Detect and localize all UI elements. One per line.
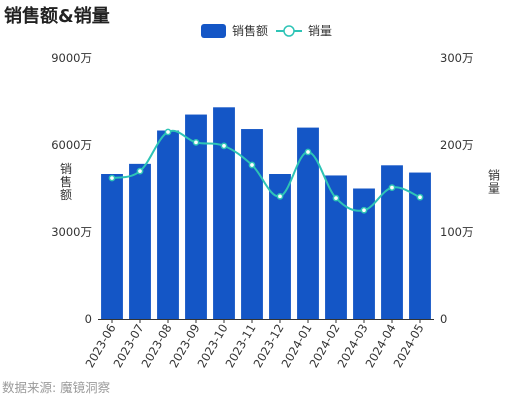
bar-sales (213, 107, 235, 319)
line-point-volume (192, 139, 200, 146)
legend-label-sales: 销售额 (232, 23, 268, 38)
y-left-axis-label: 销售额 (60, 162, 72, 202)
line-point-volume (220, 142, 228, 150)
bar-sales (325, 175, 347, 319)
bar-sales (241, 129, 263, 319)
y-left-tick-label: 6000万 (51, 138, 92, 152)
bar-sales (297, 127, 319, 319)
y-left-tick-label: 0 (85, 312, 92, 326)
bar-sales (381, 165, 403, 319)
y-right-tick-label: 300万 (440, 51, 473, 65)
y-right-tick-label: 200万 (440, 138, 473, 152)
bar-sales (157, 130, 179, 319)
line-point-volume (332, 194, 340, 202)
legend-swatch-sales (201, 24, 226, 38)
bar-sales (409, 172, 431, 319)
chart-title: 销售额&销量 (4, 6, 110, 27)
y-left-tick-label: 9000万 (51, 51, 92, 65)
line-point-volume (136, 167, 144, 175)
line-point-volume (304, 148, 312, 156)
line-point-volume (248, 161, 256, 169)
line-point-volume (108, 174, 116, 182)
line-point-volume (388, 184, 396, 191)
line-point-volume (164, 128, 172, 136)
y-right-axis-label: 销量 (488, 169, 500, 196)
bar-sales (101, 174, 123, 319)
y-right-tick-label: 0 (440, 312, 447, 326)
bar-sales (129, 163, 151, 319)
y-left-tick-label: 3000万 (51, 225, 92, 239)
bar-sales (353, 188, 375, 319)
legend-label-volume: 销量 (308, 24, 332, 38)
line-point-volume (416, 193, 424, 201)
line-point-volume (360, 206, 368, 214)
bar-sales (185, 114, 207, 319)
y-right-tick-label: 100万 (440, 225, 473, 239)
bar-sales (269, 174, 291, 319)
legend-swatch-volume-marker (283, 25, 295, 37)
data-source-note: 数据来源: 魔镜洞察 (2, 380, 111, 395)
line-point-volume (276, 192, 284, 200)
